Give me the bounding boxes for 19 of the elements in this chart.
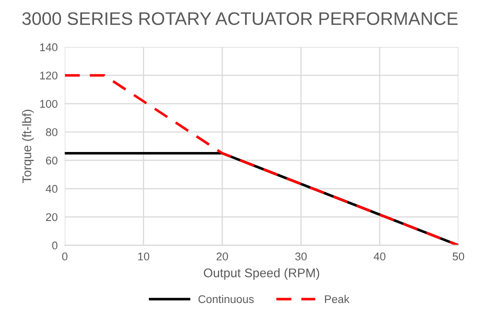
y-tick-label: 0 [52, 242, 58, 250]
x-tick-label: 0 [62, 252, 68, 260]
x-tick-label: 40 [374, 252, 386, 260]
y-tick-label: 100 [40, 100, 58, 108]
x-tick-label: 30 [295, 252, 307, 260]
y-tick-label: 60 [46, 156, 58, 164]
x-tick-label: 10 [138, 252, 150, 260]
y-tick-label: 80 [46, 128, 58, 136]
y-tick-label: 140 [40, 43, 58, 52]
y-tick-label: 20 [46, 213, 58, 222]
x-axis-title: Output Speed (RPM) [204, 268, 320, 280]
y-tick-label: 120 [40, 72, 58, 80]
x-tick-label: 20 [216, 252, 228, 260]
x-tick-label: 50 [452, 252, 464, 260]
y-axis-title: Torque (ft-lbf) [22, 110, 34, 184]
y-tick-label: 40 [46, 184, 58, 193]
legend-label: Peak [325, 294, 350, 304]
chart-title: 3000 SERIES ROTARY ACTUATOR PERFORMANCE [22, 12, 458, 26]
legend-label: Continuous [198, 294, 254, 304]
